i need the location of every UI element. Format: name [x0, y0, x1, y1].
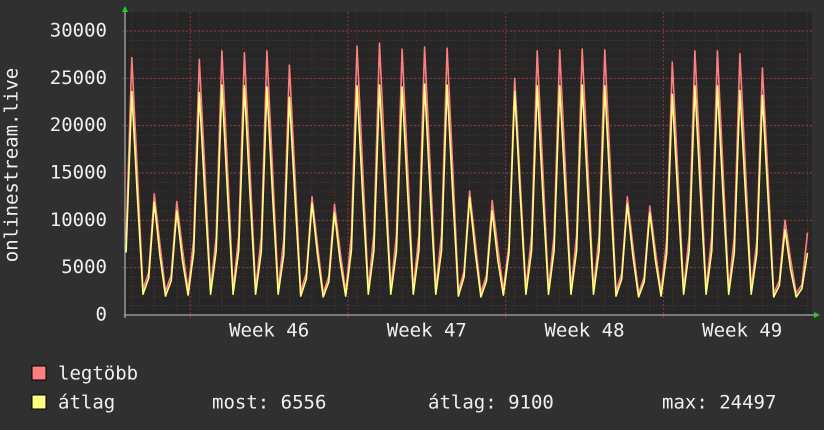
legend-label: átlag — [58, 392, 115, 414]
legend-stat: átlag: 9100 — [428, 392, 554, 414]
y-arrow — [122, 6, 128, 12]
y-tick-label: 5000 — [61, 256, 107, 278]
series-line — [125, 83, 809, 298]
legend-stat: max: 24497 — [662, 392, 776, 414]
y-tick-label: 15000 — [50, 162, 107, 184]
y-tick-label: 20000 — [50, 114, 107, 136]
legend-swatch — [31, 394, 47, 410]
x-tick-label: Week 49 — [702, 320, 782, 342]
y-tick-label: 25000 — [50, 67, 107, 89]
x-tick-label: Week 46 — [229, 320, 309, 342]
y-tick-label: 10000 — [50, 209, 107, 231]
x-arrow — [814, 312, 820, 318]
y-tick-label: 0 — [96, 304, 107, 326]
y-axis-label: onlinestream.live — [1, 68, 23, 262]
legend-stat: most: 6556 — [212, 392, 326, 414]
x-tick-label: Week 48 — [544, 320, 624, 342]
lines — [125, 42, 809, 298]
legend-label: legtöbb — [58, 363, 138, 385]
legend-swatch — [31, 365, 47, 381]
y-tick-label: 30000 — [50, 20, 107, 42]
x-tick-label: Week 47 — [387, 320, 467, 342]
